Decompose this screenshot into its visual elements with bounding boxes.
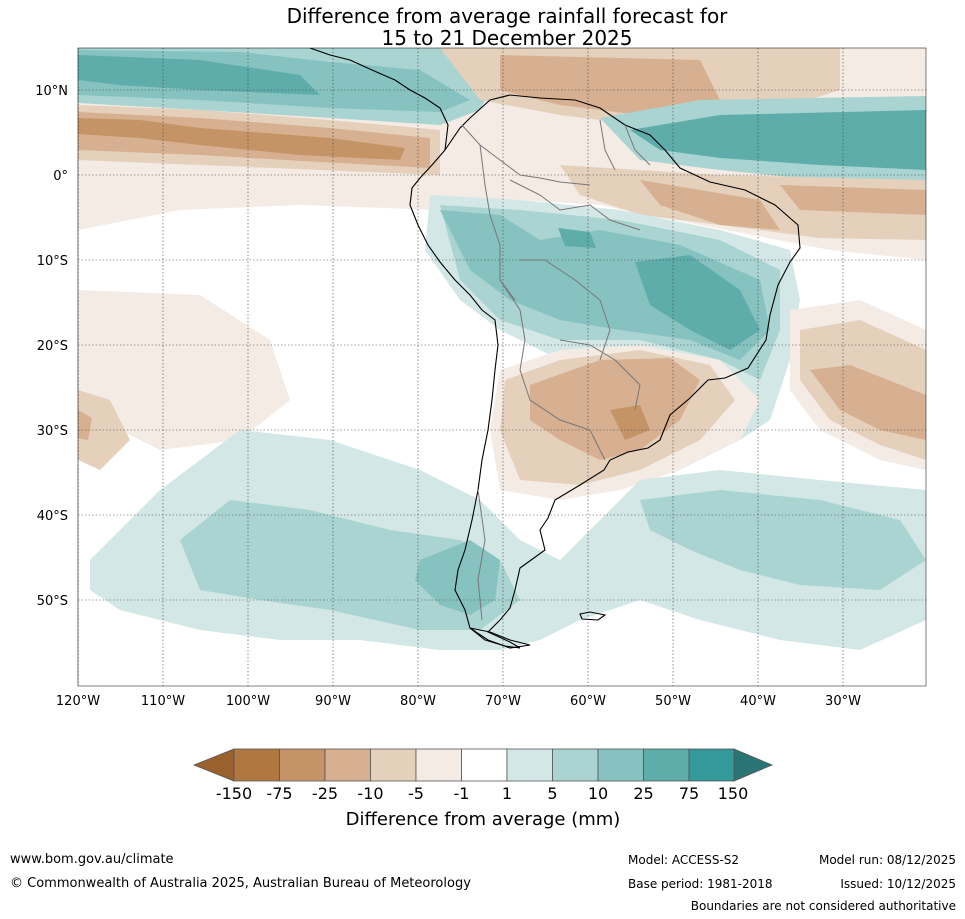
anomaly-region-west-dry-4 bbox=[78, 118, 405, 160]
colorbar-tick-label: -25 bbox=[312, 784, 338, 803]
footer-model: Model: ACCESS-S2 bbox=[628, 853, 740, 867]
colorbar-tick-label: -1 bbox=[454, 784, 470, 803]
colorbar-swatch bbox=[506, 748, 553, 782]
anomaly-region-south-atlantic-dry-3 bbox=[810, 365, 926, 440]
footer-issued: Issued: 10/12/2025 bbox=[840, 877, 956, 891]
colorbar-swatch bbox=[233, 748, 280, 782]
anomaly-region-west-dry-edge-2 bbox=[78, 410, 92, 440]
anomaly-region-pampas-dry-3 bbox=[530, 358, 700, 460]
colorbar-swatch bbox=[461, 748, 508, 782]
lon-label: 90°W bbox=[315, 694, 351, 709]
anomaly-region-north-wet-3 bbox=[78, 55, 320, 95]
map-title-line-2: 15 to 21 December 2025 bbox=[381, 26, 633, 50]
colorbar-tick-label: -150 bbox=[216, 784, 252, 803]
colorbar bbox=[192, 748, 774, 782]
colorbar-tick-label: 1 bbox=[502, 784, 512, 803]
colorbar-tick-label: 75 bbox=[679, 784, 699, 803]
anomaly-region-se-pacific-dry bbox=[78, 290, 290, 450]
colorbar-swatch bbox=[192, 748, 235, 782]
footer-copyright: © Commonwealth of Australia 2025, Austra… bbox=[10, 876, 471, 891]
anomaly-region-south-pacific-wet-2 bbox=[180, 490, 926, 630]
south-america-coastline bbox=[409, 94, 801, 649]
lat-label: 50°S bbox=[37, 594, 68, 609]
tierra-del-fuego bbox=[469, 627, 531, 649]
falkland-islands bbox=[579, 611, 607, 621]
lat-label: 30°S bbox=[37, 424, 68, 439]
anomaly-region-caribbean-dry-2 bbox=[500, 55, 720, 115]
footer-base-period: Base period: 1981-2018 bbox=[628, 877, 773, 891]
map-frame bbox=[77, 47, 927, 687]
lon-label: 100°W bbox=[226, 694, 270, 709]
footer-model-run: Model run: 08/12/2025 bbox=[818, 853, 956, 867]
colorbar-swatch bbox=[324, 748, 371, 782]
colorbar-tick-label: -5 bbox=[408, 784, 424, 803]
lon-label: 40°W bbox=[740, 694, 776, 709]
colorbar-swatch bbox=[415, 748, 462, 782]
lon-label: 80°W bbox=[400, 694, 436, 709]
graticule bbox=[77, 48, 926, 686]
lon-label: 60°W bbox=[570, 694, 606, 709]
colorbar-tick-label: -10 bbox=[357, 784, 383, 803]
anomaly-region-south-pacific-wet-3 bbox=[415, 540, 500, 615]
lon-label: 70°W bbox=[485, 694, 521, 709]
lon-label: 50°W bbox=[655, 694, 691, 709]
colorbar-tick-label: 25 bbox=[633, 784, 653, 803]
lon-label: 120°W bbox=[56, 694, 100, 709]
colorbar-swatch bbox=[597, 748, 644, 782]
anomaly-region-atlantic-dry-2 bbox=[640, 180, 926, 230]
footer-disclaimer: Boundaries are not considered authoritat… bbox=[690, 899, 956, 913]
coastlines bbox=[309, 48, 801, 649]
lat-label: 0° bbox=[53, 169, 68, 184]
map-title-line-1: Difference from average rainfall forecas… bbox=[286, 4, 728, 28]
colorbar-swatch bbox=[552, 748, 599, 782]
colorbar-swatch bbox=[688, 748, 735, 782]
colorbar-title: Difference from average (mm) bbox=[346, 809, 621, 830]
lon-label: 110°W bbox=[141, 694, 185, 709]
colorbar-tick-label: 5 bbox=[547, 784, 557, 803]
anomaly-region-pampas-dry-4 bbox=[610, 405, 650, 440]
colorbar-swatch bbox=[733, 748, 774, 782]
central-america-coastline bbox=[309, 48, 449, 151]
country-borders bbox=[461, 119, 651, 621]
map-panel bbox=[78, 48, 926, 686]
colorbar-tick-label: 10 bbox=[588, 784, 608, 803]
lat-label: 10°S bbox=[37, 254, 68, 269]
anomaly-region-atlantic-wet-2 bbox=[630, 110, 926, 170]
colorbar-tick-label: -75 bbox=[266, 784, 292, 803]
colorbar-swatch bbox=[370, 748, 417, 782]
lat-label: 20°S bbox=[37, 339, 68, 354]
lon-label: 30°W bbox=[825, 694, 861, 709]
footer-website[interactable]: www.bom.gov.au/climate bbox=[10, 852, 174, 867]
colorbar-tick-label: 150 bbox=[718, 784, 749, 803]
colorbar-swatch bbox=[643, 748, 690, 782]
colorbar-swatch bbox=[279, 748, 326, 782]
anomaly-region-amazon-wet-4 bbox=[558, 228, 760, 350]
lat-label: 10°N bbox=[35, 84, 68, 99]
lat-label: 40°S bbox=[37, 509, 68, 524]
